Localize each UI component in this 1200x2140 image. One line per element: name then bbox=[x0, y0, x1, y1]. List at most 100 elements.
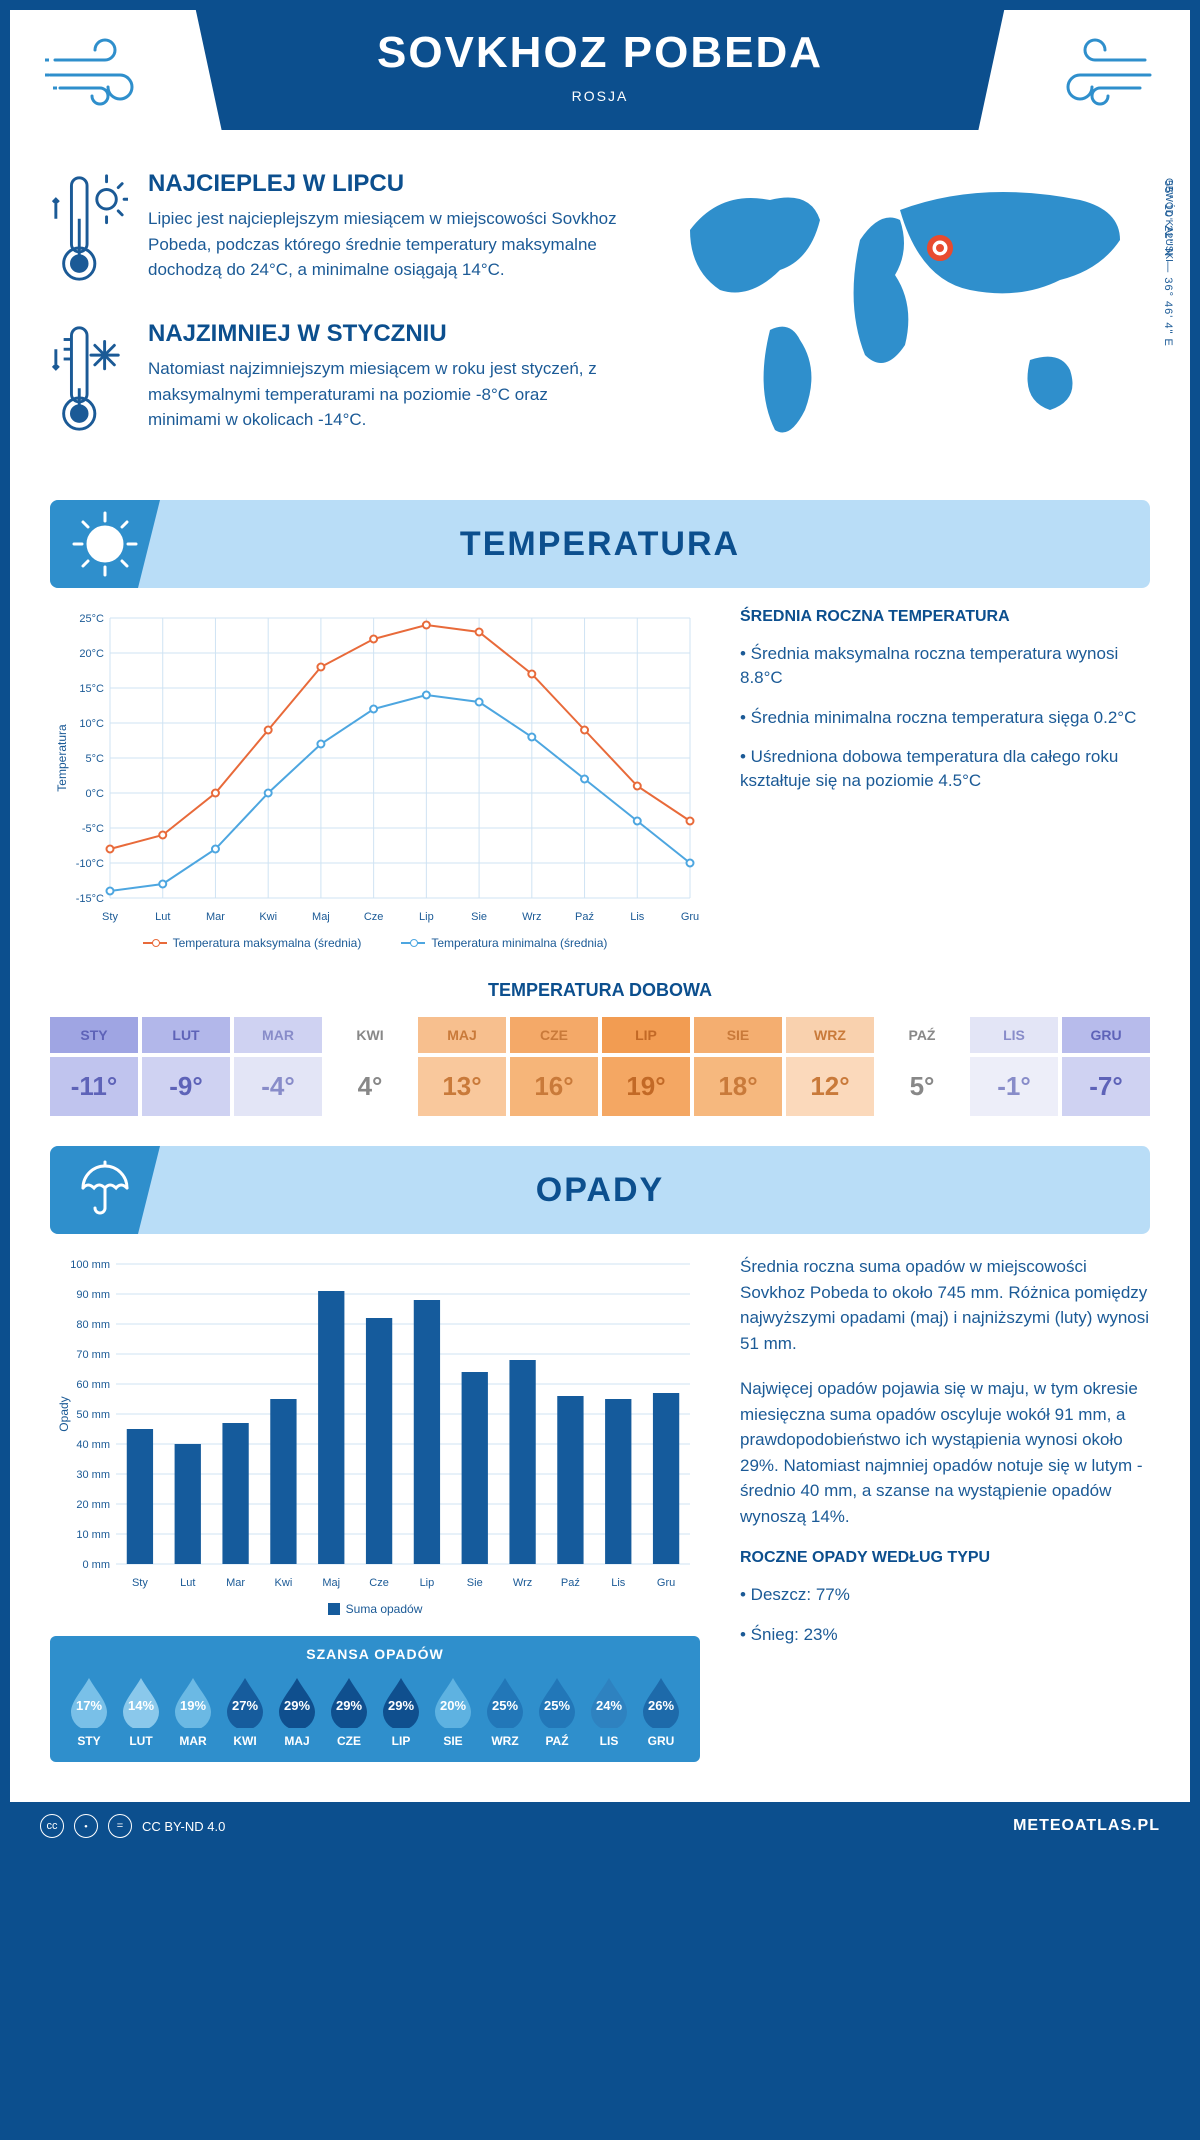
svg-text:40 mm: 40 mm bbox=[76, 1439, 110, 1451]
world-map-svg bbox=[650, 170, 1150, 450]
svg-text:20 mm: 20 mm bbox=[76, 1499, 110, 1511]
thermometer-sun-icon bbox=[50, 170, 128, 292]
temp-body: -15°C-10°C-5°C0°C5°C10°C15°C20°C25°CStyL… bbox=[50, 608, 1150, 950]
daily-month-head: LIS bbox=[970, 1017, 1058, 1053]
precip-side: Średnia roczna suma opadów w miejscowośc… bbox=[740, 1254, 1150, 1762]
chance-month: LUT bbox=[116, 1734, 166, 1748]
chance-month: STY bbox=[64, 1734, 114, 1748]
daily-month-value: -1° bbox=[970, 1057, 1058, 1116]
daily-month-value: 13° bbox=[418, 1057, 506, 1116]
precip-type-item: • Śnieg: 23% bbox=[740, 1623, 1150, 1647]
temp-legend: Temperatura maksymalna (średnia) Tempera… bbox=[50, 936, 700, 950]
chance-drops: 17%14%19%27%29%29%29%20%25%25%24%26% bbox=[64, 1672, 686, 1730]
header: SOVKHOZ POBEDA ROSJA bbox=[10, 10, 1190, 140]
precip-body: 0 mm10 mm20 mm30 mm40 mm50 mm60 mm70 mm8… bbox=[50, 1254, 1150, 1762]
sun-icon bbox=[50, 500, 160, 588]
precip-legend-label: Suma opadów bbox=[346, 1602, 423, 1616]
daily-month-value: -9° bbox=[142, 1057, 230, 1116]
svg-text:Lip: Lip bbox=[420, 1577, 435, 1589]
svg-text:Mar: Mar bbox=[226, 1577, 245, 1589]
country-subtitle: ROSJA bbox=[170, 88, 1030, 104]
svg-text:Sty: Sty bbox=[102, 911, 118, 923]
daily-month-value: 18° bbox=[694, 1057, 782, 1116]
svg-text:Maj: Maj bbox=[322, 1577, 340, 1589]
daily-month-head: CZE bbox=[510, 1017, 598, 1053]
precip-type-heading: ROCZNE OPADY WEDŁUG TYPU bbox=[740, 1549, 1150, 1567]
precip-type-item: • Deszcz: 77% bbox=[740, 1583, 1150, 1607]
location-title: SOVKHOZ POBEDA bbox=[170, 28, 1030, 78]
precip-section-banner: OPADY bbox=[50, 1146, 1150, 1234]
svg-text:Kwi: Kwi bbox=[275, 1577, 293, 1589]
chance-month: MAJ bbox=[272, 1734, 322, 1748]
svg-text:Lis: Lis bbox=[630, 911, 645, 923]
license-text: CC BY-ND 4.0 bbox=[142, 1819, 225, 1834]
temp-side-heading: ŚREDNIA ROCZNA TEMPERATURA bbox=[740, 608, 1150, 626]
cc-icon: cc bbox=[40, 1814, 64, 1838]
svg-text:Lut: Lut bbox=[180, 1577, 195, 1589]
svg-text:100 mm: 100 mm bbox=[70, 1259, 110, 1271]
svg-text:Wrz: Wrz bbox=[522, 911, 541, 923]
svg-text:Gru: Gru bbox=[681, 911, 699, 923]
svg-text:Sty: Sty bbox=[132, 1577, 148, 1589]
region-label: OBWÓD KAŁUSKI bbox=[1163, 178, 1174, 262]
daily-month-head: MAJ bbox=[418, 1017, 506, 1053]
svg-text:Paź: Paź bbox=[575, 911, 594, 923]
svg-text:Wrz: Wrz bbox=[513, 1577, 532, 1589]
chance-month: SIE bbox=[428, 1734, 478, 1748]
daily-month-head: WRZ bbox=[786, 1017, 874, 1053]
precip-p1: Średnia roczna suma opadów w miejscowośc… bbox=[740, 1254, 1150, 1356]
warm-title: NAJCIEPLEJ W LIPCU bbox=[148, 170, 620, 198]
daily-month-head: KWI bbox=[326, 1017, 414, 1053]
world-map: 55° 10' 22" N — 36° 46' 4" E OBWÓD KAŁUS… bbox=[650, 170, 1150, 470]
svg-text:0 mm: 0 mm bbox=[83, 1559, 111, 1571]
chance-drop: 29% bbox=[324, 1672, 374, 1730]
warm-block: NAJCIEPLEJ W LIPCU Lipiec jest najcieple… bbox=[50, 170, 620, 292]
svg-text:20°C: 20°C bbox=[79, 648, 104, 660]
temp-side-item: • Średnia minimalna roczna temperatura s… bbox=[740, 706, 1150, 730]
chance-months: STYLUTMARKWIMAJCZELIPSIEWRZPAŹLISGRU bbox=[64, 1730, 686, 1748]
daily-month-head: STY bbox=[50, 1017, 138, 1053]
svg-text:Temperatura: Temperatura bbox=[55, 724, 69, 792]
daily-month-head: LUT bbox=[142, 1017, 230, 1053]
svg-text:Maj: Maj bbox=[312, 911, 330, 923]
chance-month: LIS bbox=[584, 1734, 634, 1748]
temp-side-item: • Uśredniona dobowa temperatura dla całe… bbox=[740, 745, 1150, 793]
svg-text:Cze: Cze bbox=[364, 911, 384, 923]
daily-month-value: 5° bbox=[878, 1057, 966, 1116]
header-banner: SOVKHOZ POBEDA ROSJA bbox=[170, 10, 1030, 130]
svg-text:25°C: 25°C bbox=[79, 613, 104, 625]
intro-row: NAJCIEPLEJ W LIPCU Lipiec jest najcieple… bbox=[50, 170, 1150, 470]
daily-temp-head: STYLUTMARKWIMAJCZELIPSIEWRZPAŹLISGRU bbox=[50, 1017, 1150, 1053]
svg-text:30 mm: 30 mm bbox=[76, 1469, 110, 1481]
daily-month-value: 19° bbox=[602, 1057, 690, 1116]
chance-box: SZANSA OPADÓW 17%14%19%27%29%29%29%20%25… bbox=[50, 1636, 700, 1762]
svg-text:10°C: 10°C bbox=[79, 718, 104, 730]
daily-temp-heading: TEMPERATURA DOBOWA bbox=[50, 980, 1150, 1001]
daily-month-value: -7° bbox=[1062, 1057, 1150, 1116]
chance-drop: 20% bbox=[428, 1672, 478, 1730]
chance-drop: 29% bbox=[272, 1672, 322, 1730]
footer-site: METEOATLAS.PL bbox=[1013, 1817, 1160, 1835]
by-icon: 🞄 bbox=[74, 1814, 98, 1838]
svg-text:Mar: Mar bbox=[206, 911, 225, 923]
chance-heading: SZANSA OPADÓW bbox=[64, 1646, 686, 1662]
precip-chart-col: 0 mm10 mm20 mm30 mm40 mm50 mm60 mm70 mm8… bbox=[50, 1254, 700, 1762]
svg-text:Sie: Sie bbox=[471, 911, 487, 923]
svg-text:Kwi: Kwi bbox=[259, 911, 277, 923]
chance-drop: 29% bbox=[376, 1672, 426, 1730]
chance-month: WRZ bbox=[480, 1734, 530, 1748]
daily-month-head: GRU bbox=[1062, 1017, 1150, 1053]
svg-text:Lut: Lut bbox=[155, 911, 170, 923]
warm-text: Lipiec jest najcieplejszym miesiącem w m… bbox=[148, 206, 620, 283]
wind-icon bbox=[45, 30, 165, 110]
temp-section-title: TEMPERATURA bbox=[160, 525, 1150, 564]
svg-text:80 mm: 80 mm bbox=[76, 1319, 110, 1331]
svg-text:Lis: Lis bbox=[611, 1577, 626, 1589]
temp-chart: -15°C-10°C-5°C0°C5°C10°C15°C20°C25°CStyL… bbox=[50, 608, 700, 950]
svg-text:70 mm: 70 mm bbox=[76, 1349, 110, 1361]
daily-month-value: -4° bbox=[234, 1057, 322, 1116]
temp-side: ŚREDNIA ROCZNA TEMPERATURA • Średnia mak… bbox=[740, 608, 1150, 950]
daily-month-value: 16° bbox=[510, 1057, 598, 1116]
chance-drop: 24% bbox=[584, 1672, 634, 1730]
svg-text:0°C: 0°C bbox=[86, 788, 105, 800]
